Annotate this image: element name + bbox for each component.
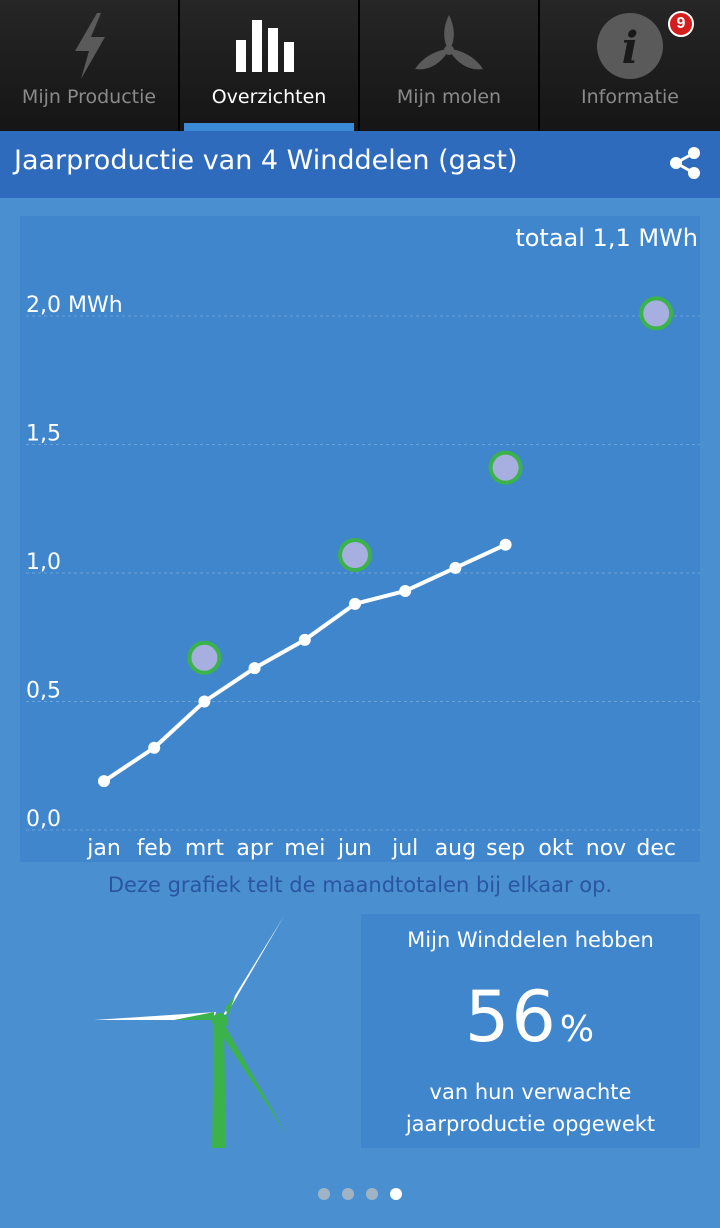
x-tick-label: aug: [435, 836, 476, 861]
tab-label: Informatie: [580, 86, 679, 108]
production-point: [449, 561, 462, 574]
production-line: [102, 542, 507, 783]
page-indicator: [0, 1188, 720, 1202]
share-icon[interactable]: [668, 146, 702, 180]
pager-dot[interactable]: [318, 1188, 330, 1200]
chart-note: Deze grafiek telt de maandtotalen bij el…: [107, 873, 613, 897]
production-point: [349, 597, 361, 610]
production-point: [98, 775, 110, 788]
summary-percentage: 56%: [361, 976, 700, 1058]
bar-chart-icon: [180, 8, 358, 84]
tab-mijn-productie[interactable]: Mijn Productie: [0, 0, 180, 131]
chart-total: totaal 1,1 MWh: [515, 224, 698, 252]
wind-turbine-illustration: [90, 912, 300, 1152]
info-icon: i: [540, 8, 720, 84]
expected-marker: [488, 450, 523, 485]
tab-label: Overzichten: [211, 86, 327, 108]
expected-marker: [187, 640, 222, 675]
x-tick-label: dec: [636, 836, 676, 861]
page-title: Jaarproductie van 4 Winddelen (gast): [14, 145, 518, 176]
x-tick-label: feb: [137, 836, 172, 861]
page-header: Jaarproductie van 4 Winddelen (gast): [0, 131, 720, 198]
x-tick-label: okt: [538, 836, 573, 861]
summary-caption-line: van hun verwachte: [429, 1080, 632, 1104]
pager-dot[interactable]: [366, 1188, 378, 1200]
summary-card: Mijn Winddelen hebben 56% van hun verwac…: [361, 914, 700, 1148]
production-point: [298, 633, 311, 646]
expected-marker: [639, 296, 674, 331]
y-tick-label: 1,5: [26, 422, 61, 447]
x-tick-label: jan: [86, 836, 121, 861]
x-tick-label: mrt: [185, 836, 224, 861]
tab-label: Mijn Productie: [21, 86, 157, 108]
lightning-icon: [0, 8, 178, 84]
tab-overzichten[interactable]: Overzichten: [180, 0, 360, 131]
x-tick-label: nov: [586, 836, 626, 861]
y-tick-label: 0,5: [26, 679, 61, 704]
tab-bar: Mijn Productie Overzichten Mijn molen: [0, 0, 720, 131]
expected-marker: [338, 538, 372, 573]
notification-badge: 9: [668, 11, 694, 37]
summary-caption-line: jaarproductie opgewekt: [405, 1112, 656, 1136]
pager-dot[interactable]: [342, 1188, 354, 1200]
production-point: [198, 695, 211, 708]
summary-caption: van hun verwachte jaarproductie opgewekt: [361, 1076, 700, 1140]
y-tick-label: 2,0 MWh: [26, 293, 123, 318]
x-tick-label: jun: [337, 836, 372, 861]
percent-value: 56: [464, 976, 558, 1058]
pager-dot[interactable]: [390, 1188, 402, 1200]
production-point: [248, 662, 261, 675]
production-point: [399, 584, 412, 597]
percent-sign: %: [559, 1009, 597, 1050]
production-chart: 0,0 0,5 1,0 1,5 2,0 MWh jan feb mrt apr mei jun jul…: [26, 293, 700, 861]
production-point: [148, 741, 161, 754]
y-tick-label: 1,0: [26, 550, 61, 575]
x-tick-label: apr: [236, 836, 273, 861]
production-point: [499, 538, 512, 551]
windmill-rotor-icon: [360, 8, 538, 84]
y-tick-label: 0,0: [26, 807, 61, 832]
tab-label: Mijn molen: [396, 86, 502, 108]
tab-mijn-molen[interactable]: Mijn molen: [360, 0, 540, 131]
summary-heading: Mijn Winddelen hebben: [407, 928, 654, 952]
x-tick-label: mei: [284, 836, 325, 861]
x-tick-label: jul: [391, 836, 418, 861]
x-tick-label: sep: [486, 836, 525, 861]
svg-text:i: i: [622, 23, 639, 74]
